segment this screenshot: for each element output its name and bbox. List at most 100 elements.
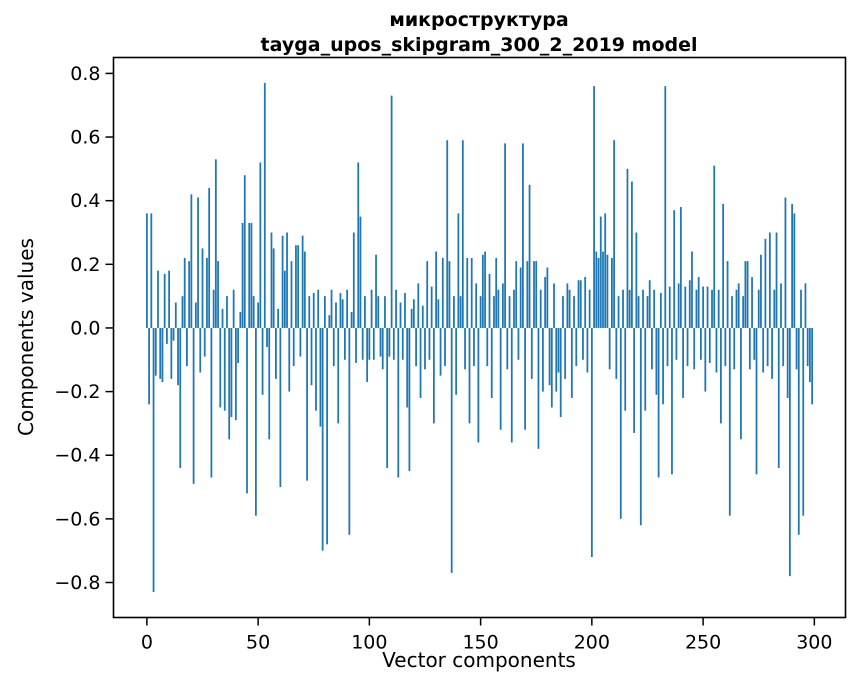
- bar: [715, 327, 718, 373]
- bar: [535, 261, 538, 328]
- bar: [510, 327, 513, 443]
- bar: [702, 286, 704, 328]
- y-tick-label: 0.0: [70, 317, 100, 339]
- bar: [528, 184, 531, 328]
- bar: [530, 327, 533, 379]
- bar: [513, 289, 515, 328]
- bar: [266, 327, 268, 348]
- bar: [488, 273, 491, 328]
- y-tick-label: −0.2: [54, 381, 100, 403]
- bar: [602, 251, 604, 328]
- bar: [755, 327, 758, 475]
- bar: [693, 327, 696, 370]
- bar: [593, 86, 595, 328]
- bar: [784, 197, 787, 328]
- bar: [735, 289, 738, 328]
- bar: [433, 327, 435, 424]
- bar: [664, 86, 667, 328]
- bar: [501, 283, 504, 328]
- bar: [490, 327, 493, 398]
- bar: [241, 222, 244, 328]
- bar: [751, 277, 753, 328]
- bar: [428, 327, 431, 360]
- bar: [372, 327, 375, 360]
- bar: [677, 283, 680, 328]
- bar: [486, 327, 489, 367]
- bar: [459, 296, 462, 328]
- bar: [190, 194, 193, 328]
- x-axis-label: Vector components: [382, 648, 576, 672]
- bar: [419, 327, 422, 398]
- bar: [782, 327, 785, 367]
- bar: [348, 327, 351, 535]
- bar: [150, 213, 153, 328]
- bar: [214, 159, 217, 328]
- bar: [310, 327, 313, 386]
- bar: [564, 327, 567, 379]
- bar: [775, 232, 778, 328]
- bar: [533, 261, 535, 328]
- bar: [299, 327, 302, 357]
- bar: [279, 327, 282, 488]
- bar: [417, 283, 420, 328]
- bar: [811, 327, 814, 405]
- bar: [344, 327, 346, 360]
- bar: [446, 140, 449, 328]
- bar: [504, 143, 506, 328]
- bar: [546, 267, 549, 328]
- bar: [401, 327, 404, 360]
- bar: [435, 251, 437, 328]
- bar: [341, 299, 344, 328]
- bar: [519, 267, 522, 328]
- bar: [301, 235, 304, 328]
- bar: [388, 327, 391, 357]
- bar: [450, 327, 453, 573]
- bar: [272, 248, 275, 328]
- bar: [203, 327, 206, 357]
- bar: [684, 286, 687, 328]
- y-tick-label: −0.8: [54, 572, 100, 594]
- bar: [381, 327, 384, 370]
- bar: [230, 327, 233, 418]
- bar: [228, 327, 231, 440]
- bar: [424, 327, 426, 370]
- bar: [234, 327, 237, 421]
- bar: [711, 289, 713, 328]
- bar: [717, 289, 720, 328]
- bar: [762, 327, 765, 373]
- bar: [466, 257, 469, 328]
- bar: [259, 162, 262, 328]
- bar: [157, 270, 159, 328]
- bar: [392, 327, 395, 360]
- y-tick-label: 0.4: [70, 190, 100, 212]
- bar: [728, 327, 731, 516]
- bar: [303, 251, 306, 328]
- bar: [671, 327, 673, 475]
- bar: [470, 257, 473, 328]
- bar: [559, 327, 562, 418]
- bar: [292, 327, 295, 367]
- bar: [464, 327, 466, 370]
- bar: [283, 270, 286, 328]
- bar: [148, 327, 150, 405]
- bar: [688, 280, 691, 328]
- bar: [771, 327, 773, 379]
- bar: [174, 302, 177, 328]
- bar: [161, 327, 164, 383]
- bar: [648, 280, 651, 328]
- bar: [154, 327, 157, 376]
- bar: [199, 327, 202, 373]
- bar: [479, 296, 482, 328]
- bar: [439, 327, 442, 376]
- bar: [562, 296, 564, 328]
- bar: [379, 327, 382, 357]
- bar: [461, 140, 464, 328]
- bar: [183, 257, 186, 328]
- bar: [697, 277, 700, 328]
- bar: [637, 296, 640, 328]
- bar: [773, 289, 776, 328]
- bar: [328, 315, 331, 328]
- bar: [780, 283, 782, 328]
- bar: [263, 82, 266, 328]
- y-tick-label: −0.6: [54, 508, 100, 530]
